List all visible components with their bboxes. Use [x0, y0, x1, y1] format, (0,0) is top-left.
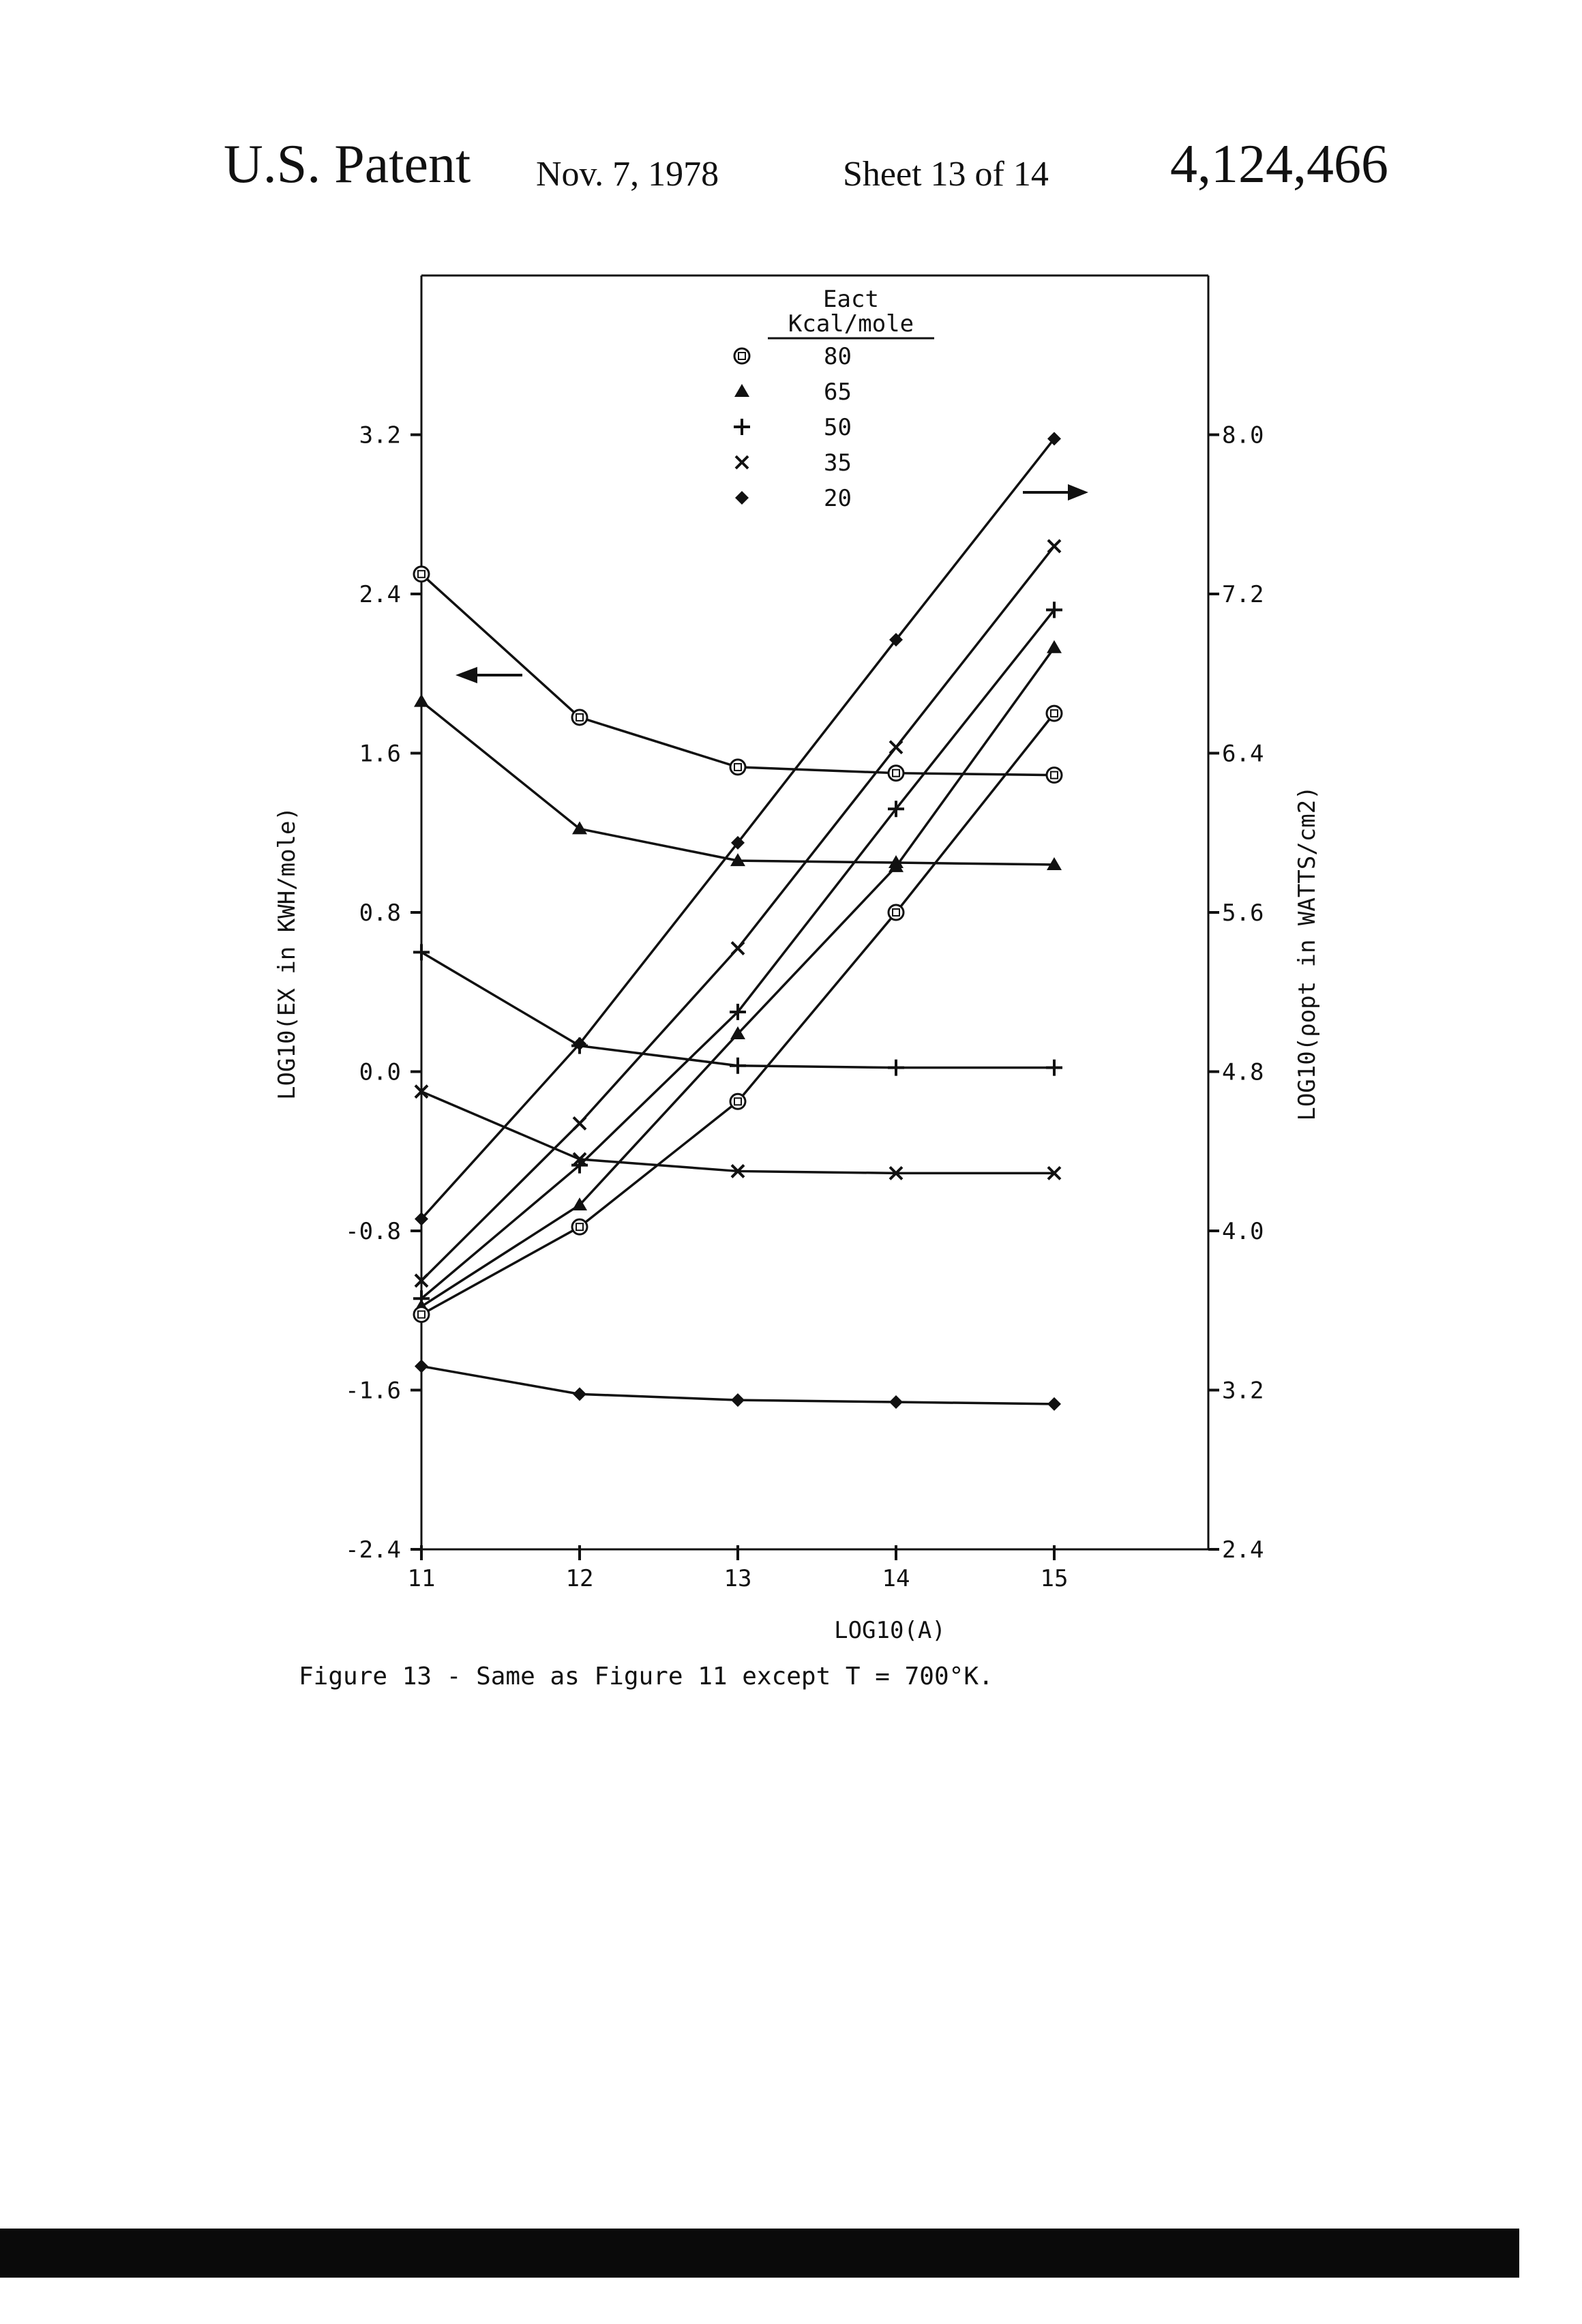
y-tick-label: 2.4	[359, 581, 401, 608]
figure-caption: Figure 13 - Same as Figure 11 except T =…	[299, 1663, 994, 1690]
x-tick-label: 12	[566, 1565, 594, 1592]
y2-axis-label: LOG10(ρopt in WATTS/cm2)	[1294, 786, 1321, 1120]
y2-tick-label: 3.2	[1222, 1377, 1264, 1405]
chart-series	[413, 432, 1062, 1411]
marker-circle-square	[889, 905, 904, 920]
marker-circle-square	[730, 760, 745, 775]
y-tick-label: 0.0	[359, 1059, 401, 1086]
marker-circle-square	[572, 1219, 587, 1234]
y2-tick-label: 6.4	[1222, 741, 1264, 768]
legend-label: 65	[824, 378, 852, 406]
y2-tick-label: 4.0	[1222, 1218, 1264, 1245]
y-tick-label: 3.2	[359, 422, 401, 449]
marker-circle-square	[734, 348, 749, 363]
marker-diamond	[731, 1393, 745, 1407]
legend-subtitle: Kcal/mole	[788, 310, 914, 338]
marker-diamond	[735, 491, 749, 505]
series-20-left	[415, 1359, 1061, 1410]
series-50-right	[413, 601, 1062, 1307]
legend-label: 20	[824, 485, 852, 512]
chart-axes: -2.4 -1.6 -0.8 0.0 0.8 1.6 2.4 3.2 2.4 3.2 4.0 4.8 5…	[273, 275, 1321, 1644]
series-line	[421, 648, 1054, 1307]
y2-tick-label: 7.2	[1222, 581, 1264, 608]
y2-tick-label: 8.0	[1222, 422, 1264, 449]
marker-circle-square	[1047, 768, 1062, 783]
legend-label: 50	[824, 414, 852, 441]
marker-circle-square	[1047, 706, 1062, 721]
y2-tick-label: 2.4	[1222, 1536, 1264, 1564]
series-line	[421, 610, 1054, 1298]
x-tick-label: 13	[724, 1565, 752, 1592]
series-65-right	[414, 640, 1062, 1312]
axis-arrows	[456, 484, 1088, 683]
marker-diamond	[573, 1387, 586, 1401]
y-tick-label: -1.6	[345, 1377, 401, 1405]
y2-tick-label: 5.6	[1222, 899, 1264, 927]
legend-label: 80	[824, 343, 852, 370]
x-axis-label: LOG10(A)	[834, 1617, 946, 1644]
x-tick-label: 14	[882, 1565, 910, 1592]
y-tick-label: 1.6	[359, 741, 401, 768]
marker-circle-square	[414, 1307, 429, 1322]
marker-diamond	[889, 1395, 903, 1409]
chart-legend: EactKcal/mole 80 65 50 35 20	[734, 286, 934, 512]
series-35-right	[415, 540, 1060, 1287]
y2-tick-label: 4.8	[1222, 1059, 1264, 1086]
legend-label: 35	[824, 449, 852, 477]
x-tick-label: 15	[1041, 1565, 1069, 1592]
marker-diamond	[415, 1359, 428, 1373]
legend-title: Eact	[823, 286, 879, 313]
left-axis-arrow-head	[456, 667, 477, 683]
y-axis-label: LOG10(EX in KWH/mole)	[273, 807, 301, 1100]
right-axis-arrow-head	[1068, 484, 1088, 501]
marker-circle-square	[730, 1094, 745, 1109]
marker-diamond	[1047, 1397, 1061, 1411]
marker-triangle	[414, 694, 429, 707]
x-tick-label: 11	[408, 1565, 436, 1592]
y-tick-label: -0.8	[345, 1218, 401, 1245]
marker-triangle	[1047, 640, 1062, 653]
marker-circle-square	[889, 766, 904, 781]
marker-circle-square	[414, 567, 429, 582]
marker-triangle	[734, 384, 749, 397]
marker-circle-square	[572, 710, 587, 725]
y-tick-label: 0.8	[359, 899, 401, 927]
scan-edge-bar	[0, 2229, 1519, 2278]
y-tick-label: -2.4	[345, 1536, 401, 1564]
